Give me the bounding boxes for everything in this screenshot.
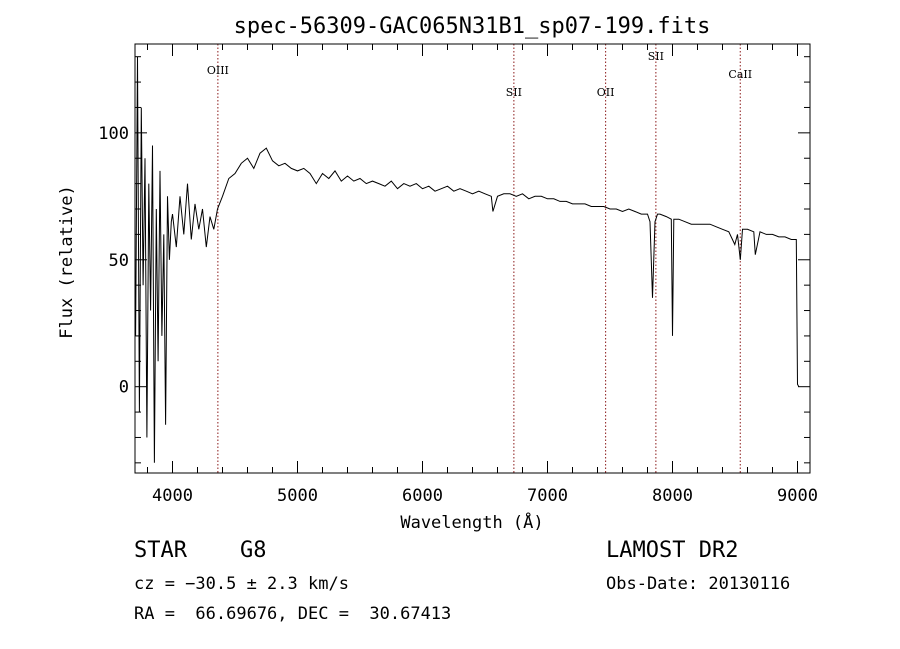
axes: 4000 5000 6000 7000 8000 9000 0 50 100 (98, 43, 818, 506)
y-tick-label: 50 (109, 251, 129, 271)
coordinates: RA = 66.69676, DEC = 30.67413 (134, 604, 452, 624)
spectrum-chart: spec-56309-GAC065N31B1_sp07-199.fits OII… (57, 14, 818, 533)
x-tick-label: 9000 (777, 486, 818, 506)
survey-name: LAMOST DR2 (606, 538, 739, 563)
spectral-line-label: SII (506, 86, 522, 99)
x-tick-label: 7000 (527, 486, 568, 506)
object-class: STAR (134, 538, 187, 563)
obs-date: Obs-Date: 20130116 (606, 574, 791, 594)
subclass: G8 (239, 538, 267, 563)
spectral-line-label: CaII (728, 68, 752, 81)
spectral-line-label: OIII (207, 64, 229, 77)
x-tick-label: 6000 (402, 486, 443, 506)
spectrum-line (135, 56, 800, 463)
classification: STAR G8 (134, 538, 266, 563)
spectral-line-markers: OIII SII OII SII CaII (207, 44, 752, 473)
x-tick-label: 8000 (652, 486, 693, 506)
plot-area (135, 56, 800, 463)
spectral-line-label: OII (597, 86, 615, 99)
y-axis-label: Flux (relative) (57, 185, 77, 339)
y-tick-label: 100 (98, 124, 129, 144)
velocity: cz = −30.5 ± 2.3 km/s (134, 574, 349, 594)
chart-title: spec-56309-GAC065N31B1_sp07-199.fits (234, 14, 711, 39)
spectral-line-label: SII (648, 50, 664, 63)
y-tick-label: 0 (119, 378, 129, 398)
x-axis-label: Wavelength (Å) (400, 511, 543, 533)
x-tick-label: 5000 (277, 486, 318, 506)
x-tick-label: 4000 (152, 486, 193, 506)
plot-frame (134, 43, 811, 474)
